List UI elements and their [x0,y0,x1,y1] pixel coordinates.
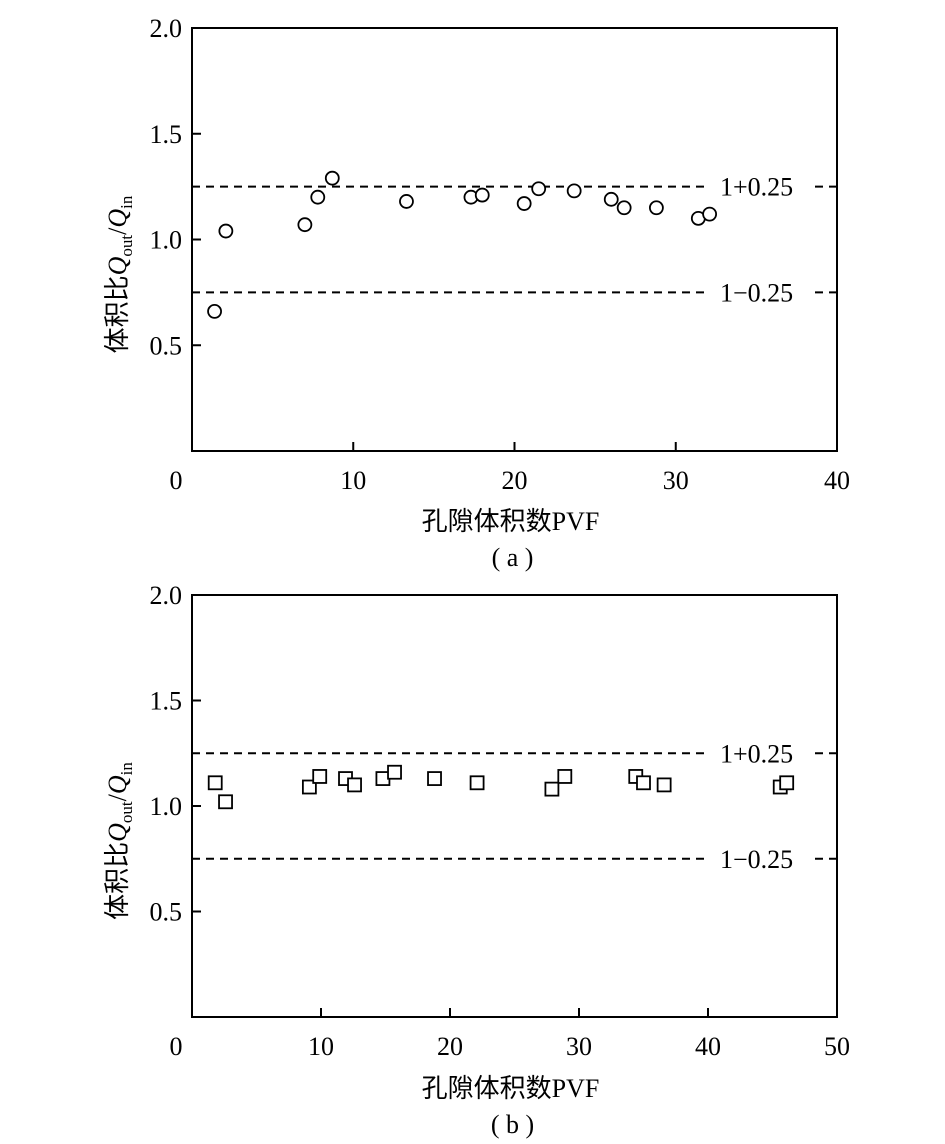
data-point-square [347,777,362,793]
data-point-square [207,775,223,791]
y-axis-title-q: Q [103,209,132,228]
y-axis-title-slash: / [103,227,132,235]
y-tick-label: 1.0 [150,226,183,255]
x-tick-label: 10 [340,466,366,495]
data-point-circle [218,223,234,239]
panel-a: 0 10 20 30 40 0.5 1.0 1.5 2.0 1+0.25 1−0.25 孔隙体积数PV… [103,14,850,572]
data-point-circle [516,196,532,211]
plot-frame [191,27,838,452]
reference-line-label: 1−0.25 [720,845,793,874]
y-tick-label: 1.0 [150,792,183,821]
data-point-square [779,775,795,791]
data-point-circle [207,304,222,319]
panel-caption: ( a ) [492,543,534,572]
y-axis-title: 体积比Qout/Qin [103,762,136,920]
data-point-circle [324,170,340,186]
data-point-circle [310,189,326,205]
y-axis-title-sub: in [117,195,136,209]
y-tick-label: 0.5 [150,898,183,927]
data-point-square [636,775,651,791]
y-tick-label: 0.5 [150,331,183,360]
x-tick-label: 20 [502,466,528,495]
y-axis-title-slash: / [103,793,132,801]
y-axis-title-q: Q [103,256,132,275]
data-point-square [656,777,672,793]
data-point-circle [399,194,414,209]
y-axis-title-main: 体积比 [103,275,132,353]
y-axis-title-sub: in [117,762,136,776]
data-point-square [557,769,573,784]
data-point-circle [566,183,582,199]
reference-line-label: 1+0.25 [720,739,793,768]
data-point-square [544,781,560,797]
x-tick-label: 0 [170,466,183,495]
data-point-circle [702,206,718,222]
y-tick-label: 1.5 [150,687,183,716]
y-axis-title-sub: out [117,235,136,257]
x-tick-label: 30 [663,466,689,495]
data-point-circle [474,187,490,203]
x-tick-label: 10 [308,1032,334,1061]
data-point-circle [649,200,664,216]
x-tick-label: 40 [695,1032,721,1061]
reference-line-label: 1+0.25 [720,173,793,202]
x-tick-label: 20 [437,1032,463,1061]
data-point-circle [603,191,619,207]
data-point-square [312,769,328,784]
data-point-square [469,775,485,791]
data-point-square [218,794,233,810]
x-axis-title: 孔隙体积数PVF [422,507,600,536]
data-point-circle [531,181,547,197]
panel-b: 0 10 20 30 40 50 0.5 1.0 1.5 2.0 1+0.25 1−0.25 孔隙体积数… [103,581,850,1139]
y-axis-title-q: Q [103,775,132,794]
y-tick-label: 1.5 [150,120,183,149]
y-axis-title: 体积比Qout/Qin [103,195,136,353]
y-axis-title-q: Q [103,823,132,842]
plot-frame [191,594,838,1018]
x-axis-title: 孔隙体积数PVF [422,1074,600,1103]
y-axis-title-sub: out [117,801,136,823]
x-tick-label: 30 [566,1032,592,1061]
y-axis-title-main: 体积比 [103,842,132,920]
x-tick-label: 50 [824,1032,850,1061]
reference-line-label: 1−0.25 [720,278,793,307]
data-point-square [427,771,442,786]
data-point-square [387,764,402,780]
data-point-circle [616,200,632,216]
data-point-circle [297,217,313,233]
y-tick-label: 2.0 [150,581,183,610]
y-tick-label: 2.0 [150,14,183,43]
x-tick-label: 0 [170,1032,183,1061]
panel-caption: ( b ) [491,1110,534,1139]
x-tick-label: 40 [824,466,850,495]
